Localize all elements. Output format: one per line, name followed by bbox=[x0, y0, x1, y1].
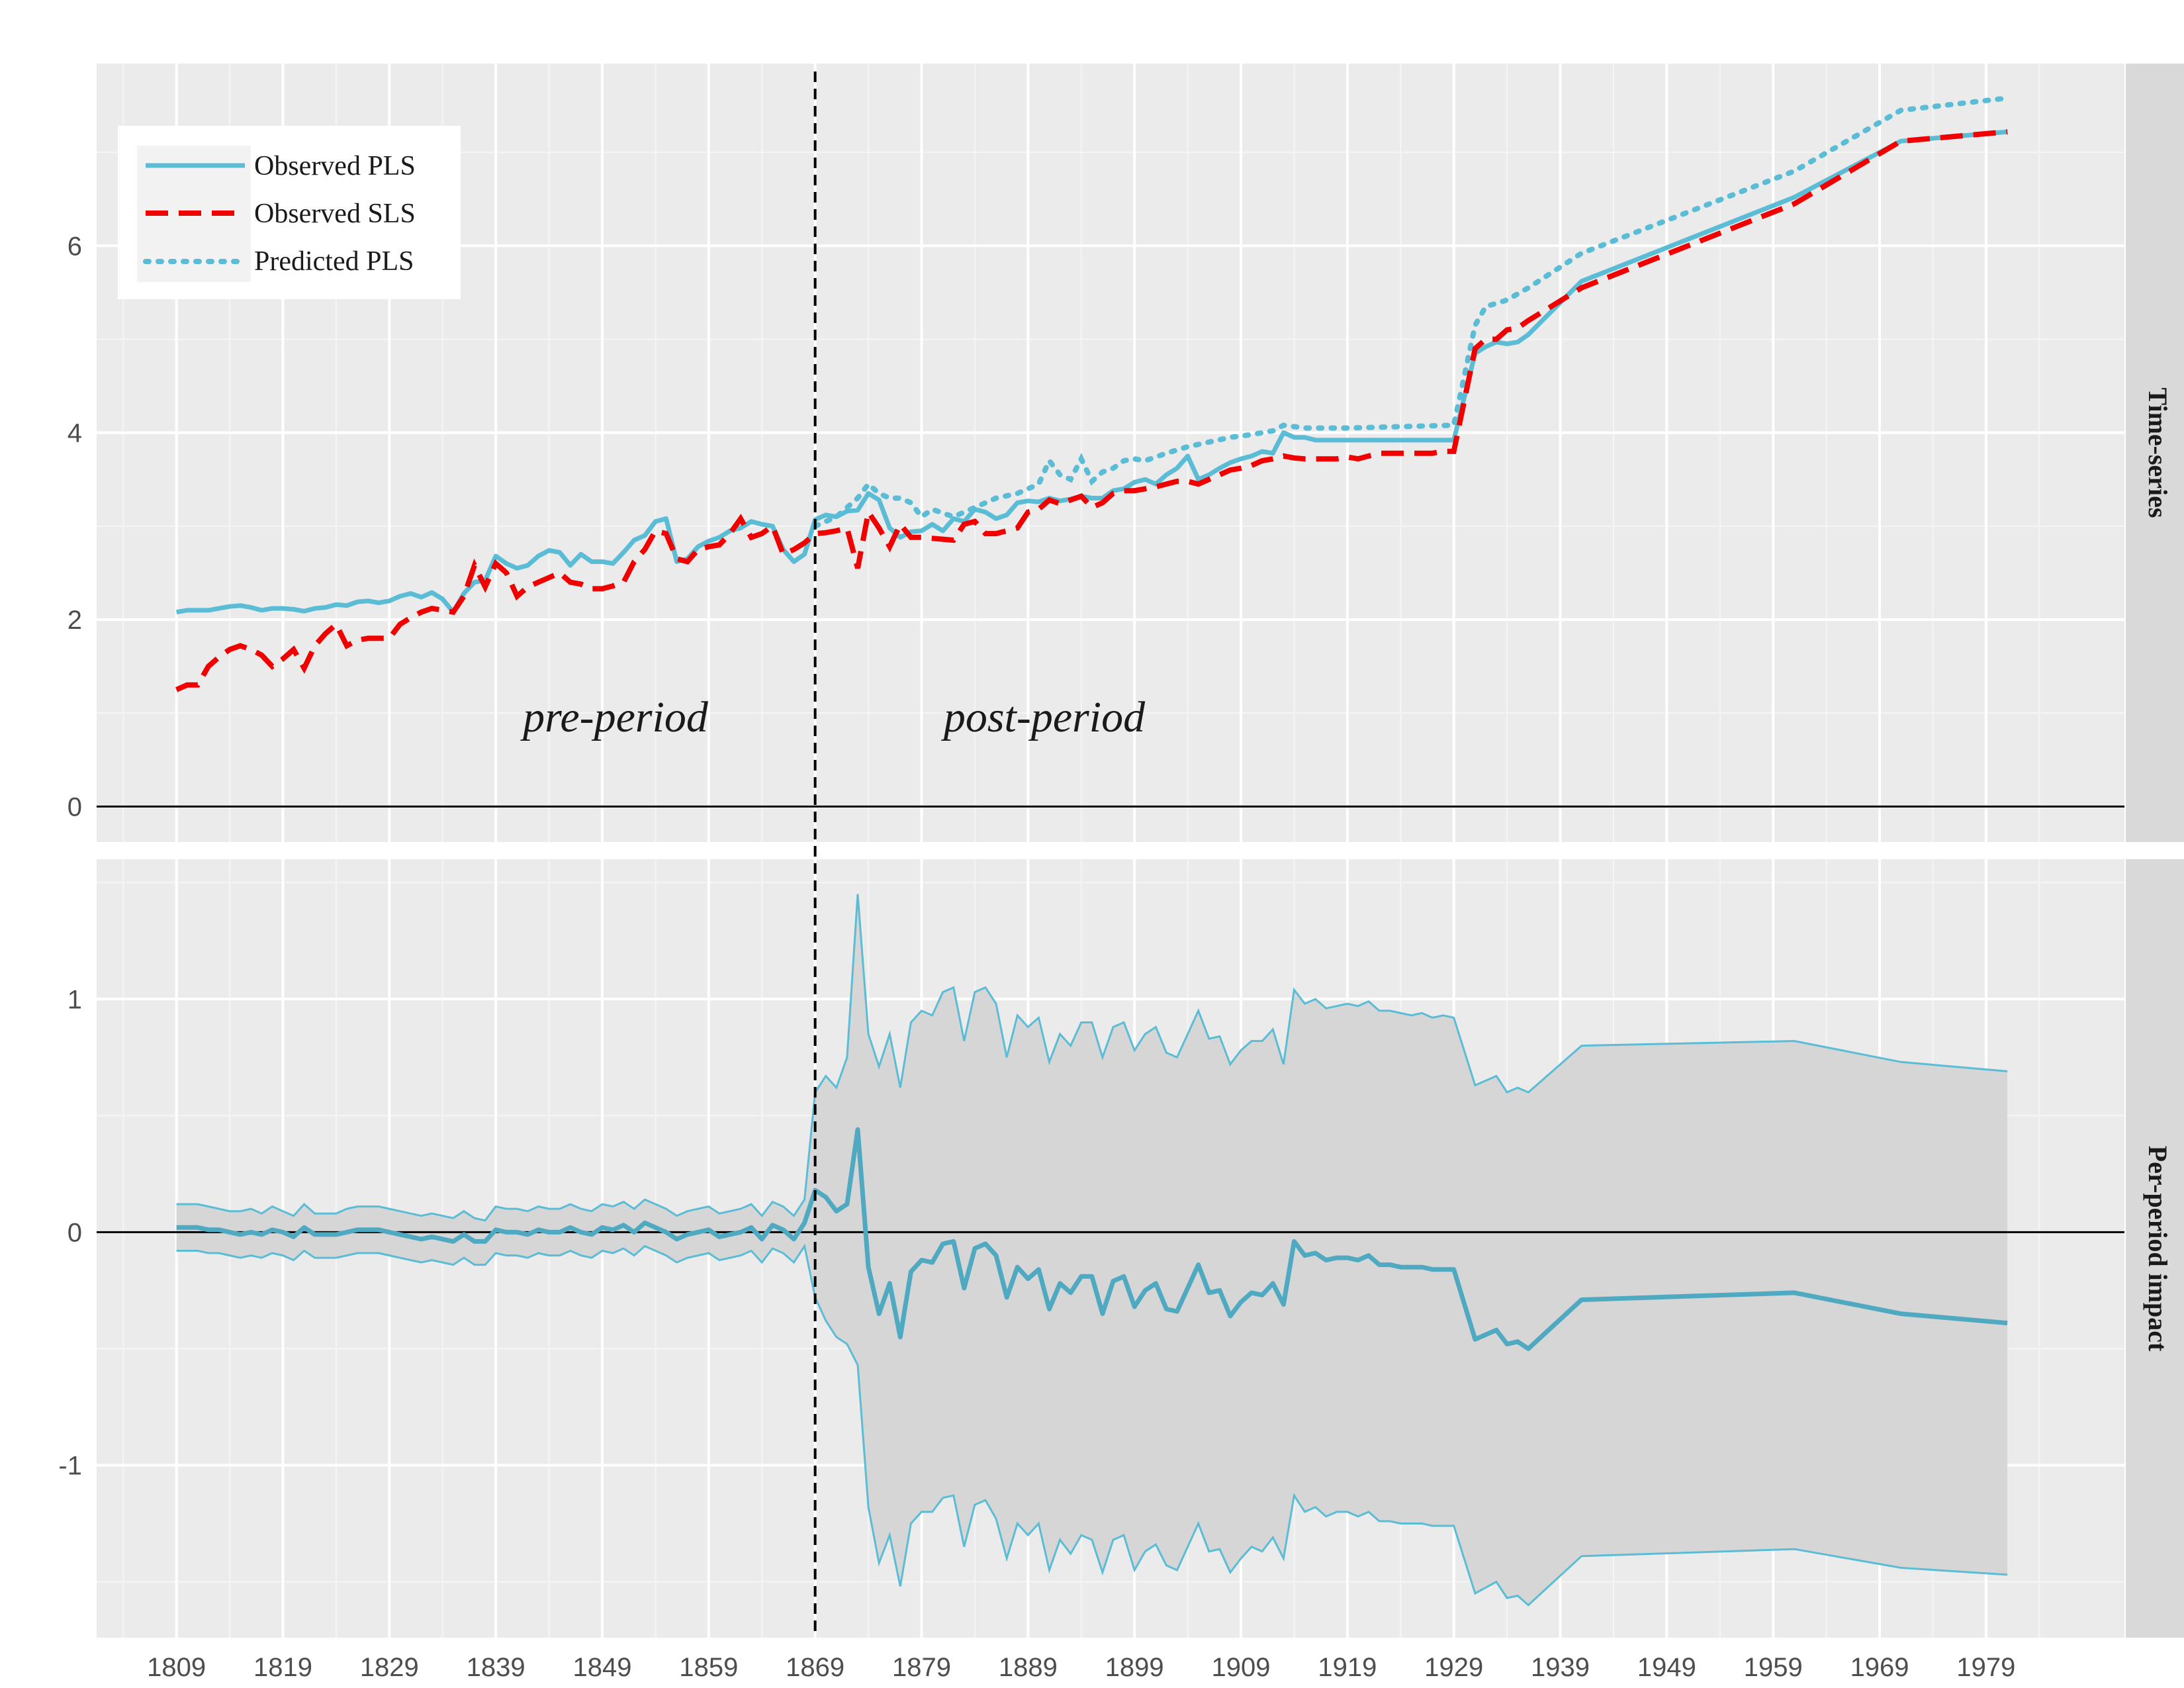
y-tick-label: 0 bbox=[68, 792, 82, 821]
x-tick-label: 1809 bbox=[147, 1653, 206, 1682]
series-lower-bound bbox=[176, 1243, 2008, 1607]
x-tick-label: 1879 bbox=[892, 1653, 951, 1682]
series-lines bbox=[176, 894, 2008, 1607]
interval-band bbox=[176, 894, 2008, 1605]
series-observed-pls bbox=[176, 129, 2008, 615]
x-tick-label: 1849 bbox=[572, 1653, 631, 1682]
strip-label-per-period-impact: Per-period impact bbox=[2143, 1146, 2173, 1352]
series-lines bbox=[175, 95, 2011, 692]
x-tick-label: 1899 bbox=[1105, 1653, 1164, 1682]
series-observed-sls bbox=[175, 129, 2008, 692]
strip-background bbox=[2126, 859, 2184, 1638]
strip-label-time-series: Time-series bbox=[2143, 388, 2173, 518]
y-tick-label: 4 bbox=[68, 419, 82, 448]
y-tick-label: 2 bbox=[68, 606, 82, 635]
legend-label-observed-sls: Observed SLS bbox=[254, 199, 416, 229]
x-tick-label: 1859 bbox=[679, 1653, 738, 1682]
x-tick-label: 1839 bbox=[467, 1653, 525, 1682]
y-tick-label: -1 bbox=[58, 1451, 82, 1480]
x-tick-label: 1919 bbox=[1318, 1653, 1377, 1682]
y-tick-labels: 0 2 4 6 bbox=[68, 232, 82, 821]
x-tick-label: 1959 bbox=[1744, 1653, 1803, 1682]
series-predicted-pls bbox=[812, 95, 2011, 529]
x-tick-label: 1939 bbox=[1531, 1653, 1590, 1682]
y-tick-labels: -1 0 1 bbox=[58, 985, 82, 1480]
y-tick-label: 0 bbox=[68, 1218, 82, 1247]
interval-band-fill bbox=[176, 894, 2008, 1605]
x-tick-label: 1829 bbox=[360, 1653, 419, 1682]
x-tick-label: 1869 bbox=[786, 1653, 844, 1682]
series-upper-bound bbox=[176, 894, 2008, 1222]
x-tick-labels: 1809 1819 1829 1839 1849 1859 1869 1879 1889 1899… bbox=[147, 1653, 2015, 1682]
y-tick-label: 6 bbox=[68, 232, 82, 261]
annotation-pre-period: pre-period bbox=[520, 693, 709, 741]
panel-per-period-impact: -1 0 1 Per-period impact bbox=[58, 859, 2184, 1638]
strip-background bbox=[2126, 64, 2184, 842]
legend-label-observed-pls: Observed PLS bbox=[254, 151, 416, 181]
y-tick-label: 1 bbox=[68, 985, 82, 1014]
series-point-estimate bbox=[176, 1127, 2008, 1351]
x-tick-label: 1969 bbox=[1850, 1653, 1909, 1682]
legend: Observed PLS Observed SLS Predicted PLS bbox=[118, 126, 461, 299]
x-tick-label: 1929 bbox=[1424, 1653, 1483, 1682]
legend-label-predicted-pls: Predicted PLS bbox=[254, 246, 414, 277]
x-tick-label: 1979 bbox=[1956, 1653, 2015, 1682]
x-tick-label: 1909 bbox=[1212, 1653, 1271, 1682]
x-tick-label: 1949 bbox=[1637, 1653, 1696, 1682]
x-tick-label: 1819 bbox=[253, 1653, 312, 1682]
x-tick-label: 1889 bbox=[999, 1653, 1058, 1682]
annotation-post-period: post-period bbox=[941, 693, 1146, 741]
